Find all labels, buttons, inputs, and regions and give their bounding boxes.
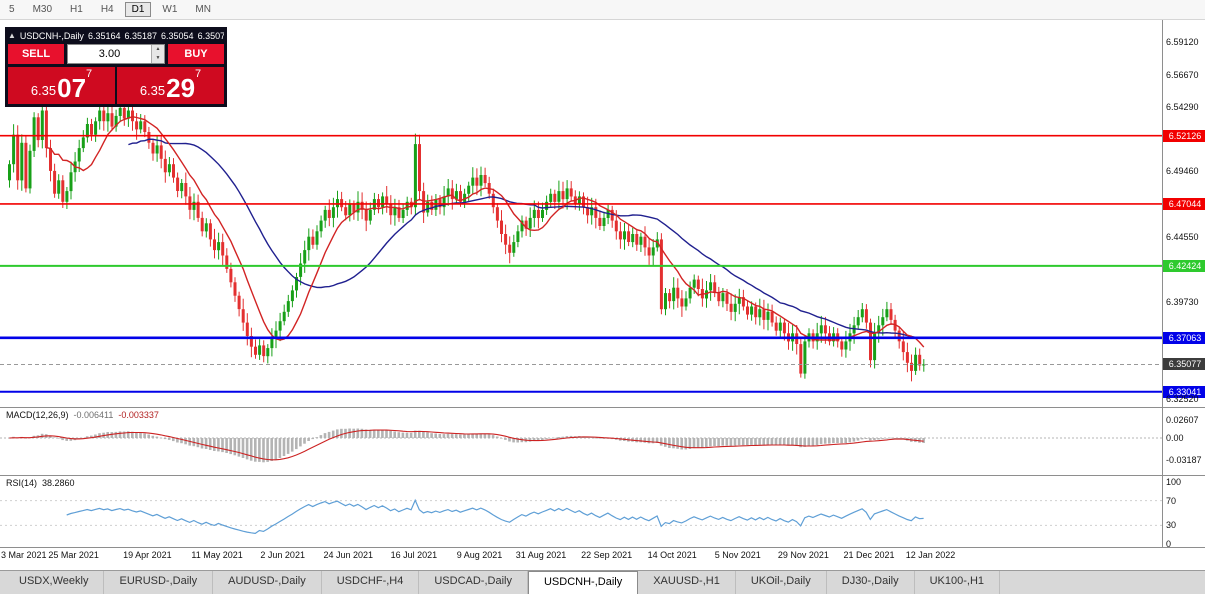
- buy-price-pips: 29: [166, 73, 196, 103]
- price-axis-tick: 6.32520: [1166, 393, 1199, 404]
- rsi-name: RSI(14): [6, 478, 38, 488]
- chart-tab-usdx-weekly[interactable]: USDX,Weekly: [4, 571, 105, 594]
- date-axis-label[interactable]: 11 May 2021: [191, 550, 243, 560]
- price-axis-tick: 6.44550: [1166, 232, 1199, 243]
- chart-tab-ukoil-daily[interactable]: UKOil-,Daily: [736, 571, 827, 594]
- chart-tab-xauusd-h1[interactable]: XAUUSD-,H1: [638, 571, 736, 594]
- date-axis-label[interactable]: 24 Jun 2021: [323, 550, 374, 560]
- sell-price-pips: 07: [57, 73, 87, 103]
- current-price-badge: 6.35077: [1163, 358, 1205, 371]
- macd-signal-line: [9, 429, 924, 461]
- macd-name: MACD(12,26,9): [6, 410, 69, 420]
- chart-tab-dj30-daily[interactable]: DJ30-,Daily: [827, 571, 915, 594]
- rsi-value: 38.2860: [42, 478, 75, 488]
- ohlc-high: 6.35187: [124, 30, 158, 41]
- chart-symbol-period: USDCNH-,Daily: [19, 30, 84, 41]
- timeframe-button-mn[interactable]: MN: [188, 2, 218, 17]
- chart-tab-audusd-daily[interactable]: AUDUSD-,Daily: [213, 571, 322, 594]
- macd-axis-tick: -0.03187: [1166, 454, 1202, 465]
- price-axis-tick: 6.39730: [1166, 297, 1199, 308]
- price-level-badge: 6.42424: [1163, 259, 1205, 272]
- chart-tab-eurusd-daily[interactable]: EURUSD-,Daily: [104, 571, 214, 594]
- volume-stepper[interactable]: 3.00 ▲ ▼: [67, 44, 165, 64]
- macd-axis-tick: 0.00: [1166, 433, 1184, 443]
- rsi-axis-tick: 0: [1166, 539, 1172, 549]
- rsi-label: RSI(14) 38.2860: [6, 478, 75, 488]
- ohlc-close: 6.35077: [197, 30, 224, 41]
- instrument-arrow-icon: ▲: [8, 31, 16, 40]
- timeframe-button-m30[interactable]: M30: [26, 2, 59, 17]
- date-axis-label[interactable]: 2 Jun 2021: [260, 550, 305, 560]
- volume-down-icon[interactable]: ▼: [152, 54, 164, 63]
- date-axis-label[interactable]: 22 Sep 2021: [581, 550, 633, 560]
- macd-signal-value: -0.003337: [118, 410, 159, 420]
- rsi-line: [66, 498, 924, 535]
- price-axis-tick: 6.49460: [1166, 166, 1199, 177]
- price-level-badge: 6.33041: [1163, 385, 1205, 398]
- date-axis-label[interactable]: 9 Aug 2021: [456, 550, 503, 560]
- ma-fast-line: [46, 115, 925, 348]
- price-level-badge: 6.37063: [1163, 331, 1205, 344]
- chart-canvas[interactable]: [0, 0, 1205, 570]
- buy-button[interactable]: BUY: [168, 44, 224, 64]
- one-click-trading-panel: ▲ USDCNH-,Daily 6.35164 6.35187 6.35054 …: [5, 27, 227, 107]
- timeframe-button-w1[interactable]: W1: [155, 2, 184, 17]
- date-axis-label[interactable]: 14 Oct 2021: [647, 550, 697, 560]
- price-axis-tick: 6.59120: [1166, 36, 1199, 47]
- timeframe-button-h4[interactable]: H4: [94, 2, 121, 17]
- price-axis-tick: 6.54290: [1166, 101, 1199, 112]
- date-axis-label[interactable]: 3 Mar 2021: [1, 550, 47, 560]
- timeframe-button-5[interactable]: 5: [2, 2, 22, 17]
- macd-label: MACD(12,26,9) -0.006411 -0.003337: [6, 410, 159, 420]
- price-axis-tick: 6.56670: [1166, 69, 1199, 80]
- sell-price-big-figure: 6.35: [30, 83, 57, 98]
- chart-tabs-bar: USDX,Weekly EURUSD-,Daily AUDUSD-,Daily USD…: [0, 570, 1205, 594]
- chart-tab-usdcnh-daily[interactable]: USDCNH-,Daily: [527, 571, 639, 594]
- ohlc-low: 6.35054: [161, 30, 194, 41]
- buy-price-pipette: 7: [195, 68, 202, 80]
- macd-histogram: [8, 428, 925, 463]
- macd-axis-tick: 0.02607: [1166, 415, 1199, 425]
- price-level-badge: 6.47044: [1163, 197, 1205, 210]
- sell-button[interactable]: SELL: [8, 44, 64, 64]
- macd-main-value: -0.006411: [73, 410, 114, 420]
- date-axis-label[interactable]: 16 Jul 2021: [390, 550, 438, 560]
- ma-slow-line: [128, 138, 924, 339]
- timeframe-button-d1[interactable]: D1: [124, 2, 152, 17]
- volume-value[interactable]: 3.00: [98, 48, 121, 60]
- buy-price[interactable]: 6.35 29 7: [117, 67, 224, 104]
- price-level-badge: 6.52126: [1163, 129, 1205, 142]
- date-axis-label[interactable]: 31 Aug 2021: [515, 550, 567, 560]
- sell-price-pipette: 7: [86, 68, 93, 80]
- date-axis-label[interactable]: 19 Apr 2021: [123, 550, 172, 560]
- timeframe-toolbar: 5 M30 H1 H4 D1 W1 MN: [0, 0, 1205, 20]
- rsi-axis-tick: 100: [1166, 477, 1182, 487]
- timeframe-button-h1[interactable]: H1: [63, 2, 90, 17]
- buy-price-big-figure: 6.35: [139, 83, 166, 98]
- rsi-axis-tick: 70: [1166, 495, 1177, 506]
- date-axis-label[interactable]: 29 Nov 2021: [777, 550, 829, 560]
- sell-price[interactable]: 6.35 07 7: [8, 67, 115, 104]
- date-axis-label[interactable]: 21 Dec 2021: [843, 550, 895, 560]
- date-axis-label[interactable]: 5 Nov 2021: [714, 550, 761, 560]
- ohlc-open: 6.35164: [87, 30, 121, 41]
- chart-tab-uk100-h1[interactable]: UK100-,H1: [915, 571, 1001, 594]
- candlesticks: [8, 100, 926, 382]
- date-axis-label[interactable]: 25 Mar 2021: [48, 550, 99, 560]
- date-axis-label[interactable]: 12 Jan 2022: [905, 550, 956, 560]
- chart-tab-usdchf-h4[interactable]: USDCHF-,H4: [322, 571, 420, 594]
- volume-up-icon[interactable]: ▲: [152, 45, 164, 54]
- rsi-axis-tick: 30: [1166, 520, 1177, 531]
- chart-tab-usdcad-daily[interactable]: USDCAD-,Daily: [419, 571, 528, 594]
- chart-title-bar: ▲ USDCNH-,Daily 6.35164 6.35187 6.35054 …: [8, 29, 224, 42]
